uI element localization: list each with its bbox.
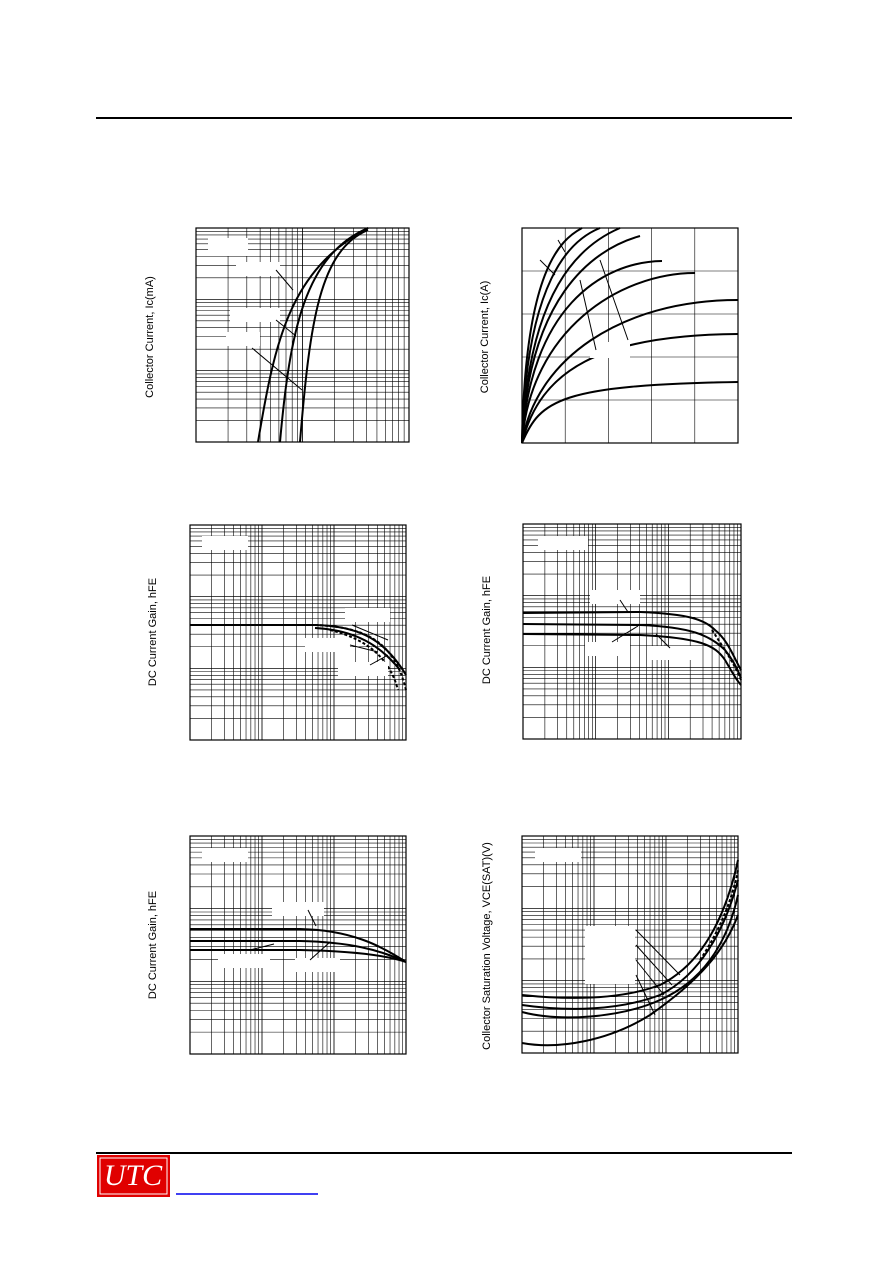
logo-border [99,1157,168,1195]
chart-frame [189,835,407,1055]
chart-1-curves [208,227,369,443]
logo-box [97,1155,170,1197]
chart-frame [189,524,407,741]
chart-frame [195,227,410,443]
chart-6-curves [521,848,739,1047]
axis-label: Collector Current, Ic(mA) [144,276,156,398]
chart-5-curves [190,848,407,972]
chart-4-curves [522,536,742,686]
logo: UTC [104,1159,163,1192]
grids [189,227,742,1055]
axis-label: DC Current Gain, hFE [481,576,493,684]
axis-label: DC Current Gain, hFE [147,891,159,999]
chart-2-curves [521,227,739,444]
chart-3-curves [190,536,407,691]
chart-frame [521,835,739,1054]
axis-label: Collector Current, Ic(A) [479,281,491,393]
axis-label: Collector Saturation Voltage, VCE(SAT)(V… [481,842,493,1050]
axis-label: DC Current Gain, hFE [147,578,159,686]
chart-frame [522,523,742,740]
chart-frame [521,227,739,444]
